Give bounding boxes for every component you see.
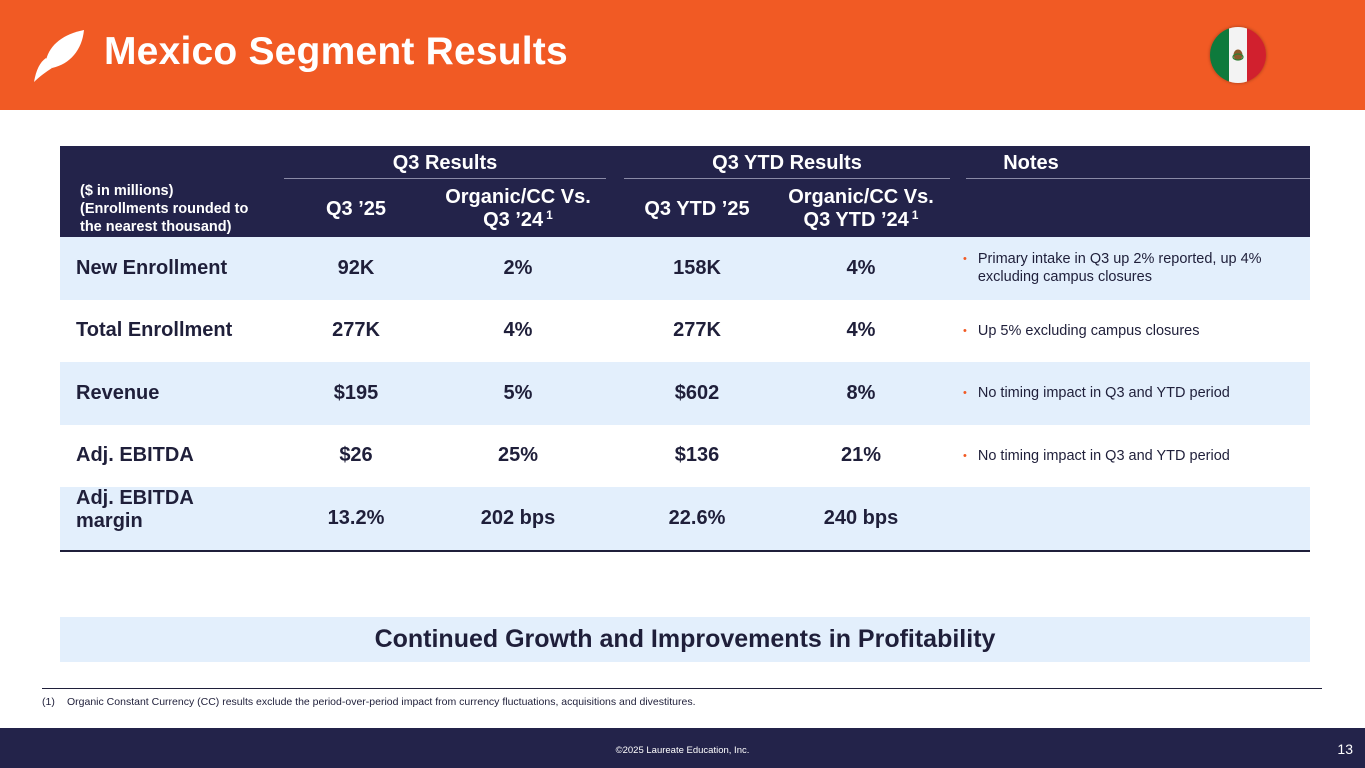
page-number: 13	[1337, 741, 1353, 757]
cell-q3: $195	[333, 381, 379, 404]
row-label: Adj. EBITDA	[76, 444, 194, 467]
footnote-ref: 1	[911, 208, 919, 222]
cell-q3-vs: 5%	[503, 381, 533, 404]
row-label: New Enrollment	[76, 256, 228, 279]
cell-ytd: $602	[674, 381, 720, 404]
bullet-icon: •	[963, 449, 967, 462]
cell-q3-vs: 4%	[503, 319, 533, 342]
table-row: Revenue $195 5% $602 8% • No timing impa…	[60, 362, 1310, 425]
slide-footer: ©2025 Laureate Education, Inc. 13	[0, 728, 1365, 768]
bullet-icon: •	[963, 253, 967, 266]
copyright: ©2025 Laureate Education, Inc.	[615, 745, 750, 756]
table-row: Adj. EBITDA margin 13.2% 202 bps 22.6% 2…	[60, 487, 1310, 550]
cell-q3: 92K	[337, 256, 375, 279]
row-label: Revenue	[76, 381, 160, 404]
units-label: ($ in millions) (Enrollments rounded to …	[80, 183, 249, 235]
group-header-ytd: Q3 YTD Results	[712, 152, 862, 174]
group-header-notes: Notes	[1003, 152, 1059, 174]
row-note: • No timing impact in Q3 and YTD period	[963, 447, 1230, 464]
group-header-q3: Q3 Results	[392, 152, 498, 174]
cell-ytd-vs: 4%	[846, 256, 876, 279]
table-row: New Enrollment 92K 2% 158K 4% • Primary …	[60, 237, 1310, 300]
footnote: (1) Organic Constant Currency (CC) result…	[42, 696, 696, 708]
col-header-ytd: Q3 YTD ’25	[644, 198, 750, 220]
footnote-divider	[42, 688, 1322, 689]
cell-ytd-vs: 21%	[840, 444, 882, 467]
laureate-logo-icon	[34, 30, 84, 82]
cell-ytd-vs: 4%	[846, 319, 876, 342]
cell-ytd: 158K	[673, 256, 721, 279]
row-note: • No timing impact in Q3 and YTD period	[963, 385, 1230, 402]
cell-ytd: 277K	[673, 319, 721, 342]
cell-ytd: $136	[674, 444, 720, 467]
summary-banner: Continued Growth and Improvements in Pro…	[60, 617, 1310, 662]
footnote-ref: 1	[546, 208, 553, 222]
col-header-q3-vs: Organic/CC Vs. Q3 ’24 1	[445, 186, 591, 231]
table-row: Total Enrollment 277K 4% 277K 4% • Up 5%…	[60, 300, 1310, 363]
mexico-flag-icon	[1210, 27, 1266, 83]
slide-header: Mexico Segment Results	[0, 0, 1365, 110]
row-label: Adj. EBITDA margin	[76, 487, 194, 532]
table-row: Adj. EBITDA $26 25% $136 21% • No timing…	[60, 425, 1310, 488]
col-header-q3: Q3 ’25	[325, 198, 387, 220]
results-table: ($ in millions) (Enrollments rounded to …	[60, 146, 1310, 552]
page-title: Mexico Segment Results	[104, 30, 568, 73]
cell-q3: 277K	[332, 319, 380, 342]
cell-q3: 13.2%	[327, 506, 385, 529]
col-header-ytd-vs: Organic/CC Vs. Q3 YTD ’24 1	[788, 186, 934, 231]
cell-q3-vs: 202 bps	[480, 506, 556, 529]
cell-ytd: 22.6%	[668, 506, 726, 529]
row-note: • Up 5% excluding campus closures	[963, 322, 1200, 339]
cell-ytd-vs: 240 bps	[823, 506, 899, 529]
table-bottom-rule	[60, 549, 1310, 552]
bullet-icon: •	[963, 324, 967, 337]
cell-ytd-vs: 8%	[846, 381, 876, 404]
table-header: ($ in millions) (Enrollments rounded to …	[60, 146, 1310, 237]
cell-q3: $26	[339, 444, 373, 467]
cell-q3-vs: 2%	[503, 256, 533, 279]
row-note: • Primary intake in Q3 up 2% reported, u…	[963, 251, 1262, 286]
row-label: Total Enrollment	[76, 319, 233, 342]
cell-q3-vs: 25%	[497, 444, 539, 467]
bullet-icon: •	[963, 387, 967, 400]
